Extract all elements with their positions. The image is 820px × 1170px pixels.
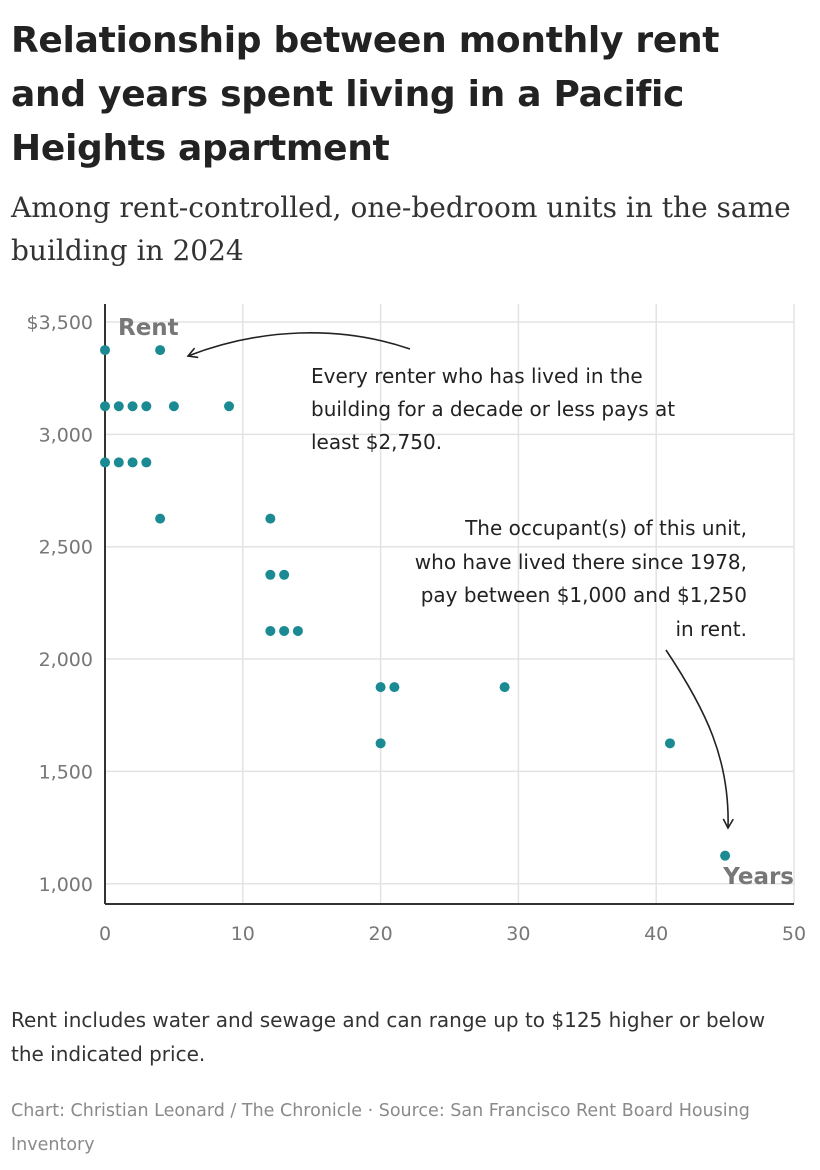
- decade-annotation: Every renter who has lived in the buildi…: [311, 364, 675, 454]
- data-point: [155, 345, 166, 356]
- data-point: [113, 401, 124, 412]
- data-point: [265, 625, 276, 636]
- footnote: Rent includes water and sewage and can r…: [11, 1008, 766, 1066]
- x-tick-label: 10: [231, 923, 255, 945]
- x-tick-label: 30: [506, 923, 530, 945]
- data-points: [100, 345, 731, 861]
- scatter-chart: 0 10 20 30 40 50 1,000 1,500 2,000 2,500 3,000 $3,5…: [27, 304, 807, 945]
- data-point: [389, 682, 400, 693]
- source-credit: Chart: Christian Leonard / The Chronicle…: [11, 1101, 750, 1155]
- decade-annotation-line: building for a decade or less pays at: [311, 397, 675, 421]
- data-point: [155, 513, 166, 524]
- data-point: [100, 345, 110, 356]
- data-point: [265, 569, 276, 580]
- y-tick-label: $3,500: [27, 312, 93, 334]
- since-1978-annotation-line: in rent.: [675, 617, 747, 641]
- x-axis-label: Years: [722, 864, 794, 890]
- data-point: [375, 682, 386, 693]
- since-1978-annotation: The occupant(s) of this unit, who have l…: [415, 516, 747, 641]
- since-1978-annotation-line: The occupant(s) of this unit,: [464, 516, 747, 540]
- data-point: [100, 401, 110, 412]
- data-point: [168, 401, 179, 412]
- data-point: [127, 401, 138, 412]
- since-1978-annotation-arrow: [665, 649, 734, 830]
- data-point: [664, 738, 675, 749]
- grid-lines: [105, 304, 795, 904]
- data-point: [279, 625, 290, 636]
- data-point: [127, 457, 138, 468]
- data-point: [265, 513, 276, 524]
- x-tick-label: 40: [644, 923, 668, 945]
- decade-annotation-arrow: [186, 332, 411, 359]
- x-tick-label: 20: [369, 923, 393, 945]
- data-point: [141, 457, 152, 468]
- data-point: [499, 682, 510, 693]
- since-1978-annotation-line: who have lived there since 1978,: [415, 550, 747, 574]
- data-point: [100, 457, 110, 468]
- chart-subtitle: Among rent-controlled, one-bedroom units…: [11, 191, 791, 267]
- y-tick-label: 1,000: [39, 874, 93, 896]
- y-tick-label: 2,000: [39, 649, 93, 671]
- y-axis-label: Rent: [118, 315, 179, 341]
- data-point: [141, 401, 152, 412]
- data-point: [292, 625, 303, 636]
- since-1978-annotation-line: pay between $1,000 and $1,250: [421, 583, 747, 607]
- data-point: [375, 738, 386, 749]
- y-tick-label: 1,500: [39, 761, 93, 783]
- data-point: [279, 569, 290, 580]
- y-tick-label: 3,000: [39, 424, 93, 446]
- data-point: [720, 850, 731, 861]
- data-point: [113, 457, 124, 468]
- tick-labels: 0 10 20 30 40 50 1,000 1,500 2,000 2,500 3,000 $3,5…: [27, 312, 807, 945]
- y-tick-label: 2,500: [39, 537, 93, 559]
- decade-annotation-line: least $2,750.: [311, 430, 442, 454]
- x-tick-label: 0: [99, 923, 111, 945]
- data-point: [224, 401, 235, 412]
- decade-annotation-line: Every renter who has lived in the: [311, 364, 643, 388]
- x-tick-label: 50: [782, 923, 806, 945]
- chart-title: Relationship between monthly rent and ye…: [11, 20, 720, 169]
